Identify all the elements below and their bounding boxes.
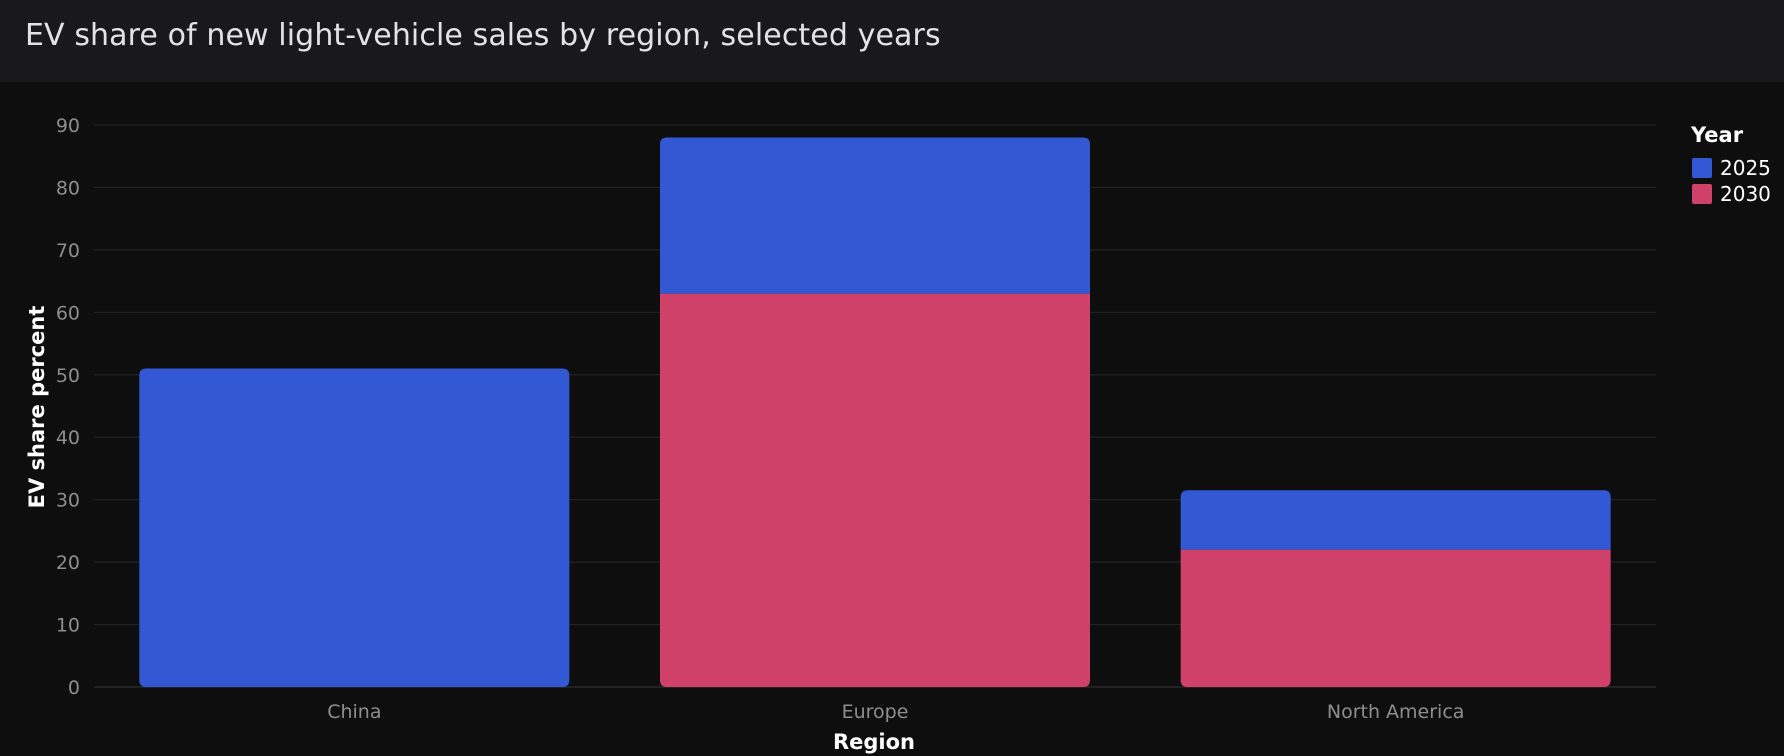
x-tick-label: North America (1327, 701, 1465, 723)
y-tick-label: 80 (56, 177, 80, 199)
bars (139, 137, 1611, 687)
bar-stack-china (139, 368, 570, 687)
legend-label-2025: 2025 (1720, 156, 1771, 180)
legend-swatch-2025 (1692, 158, 1712, 178)
y-tick-label: 50 (56, 365, 80, 387)
bar-stack-north-america (1180, 490, 1611, 687)
x-tick-label: China (327, 701, 381, 723)
chart-title: EV share of new light-vehicle sales by r… (25, 18, 941, 53)
bar-stack-europe (660, 137, 1090, 687)
bar-2025-china (139, 368, 570, 687)
x-axis-title: Region (833, 730, 915, 754)
legend-swatch-2030 (1692, 184, 1712, 204)
y-axis-title: EV share percent (25, 306, 49, 509)
y-tick-label: 0 (68, 677, 80, 699)
y-axis-ticks: 0 10 20 30 40 50 60 70 80 90 (56, 115, 80, 699)
bar-2030-north-america (1180, 549, 1611, 687)
y-tick-label: 10 (56, 615, 80, 637)
y-tick-label: 30 (56, 490, 80, 512)
y-tick-label: 20 (56, 552, 80, 574)
bar-2025-north-america (1180, 490, 1611, 550)
x-axis-ticks: China Europe North America (327, 701, 1464, 723)
chart-header: EV share of new light-vehicle sales by r… (0, 0, 1784, 82)
y-tick-label: 40 (56, 427, 80, 449)
y-tick-label: 90 (56, 115, 80, 137)
legend-label-2030: 2030 (1720, 182, 1771, 206)
y-tick-label: 70 (56, 240, 80, 262)
bar-2025-europe (660, 137, 1090, 294)
y-tick-label: 60 (56, 302, 80, 324)
x-tick-label: Europe (842, 701, 909, 723)
bar-2030-europe (660, 293, 1090, 687)
legend-title: Year (1690, 123, 1744, 147)
